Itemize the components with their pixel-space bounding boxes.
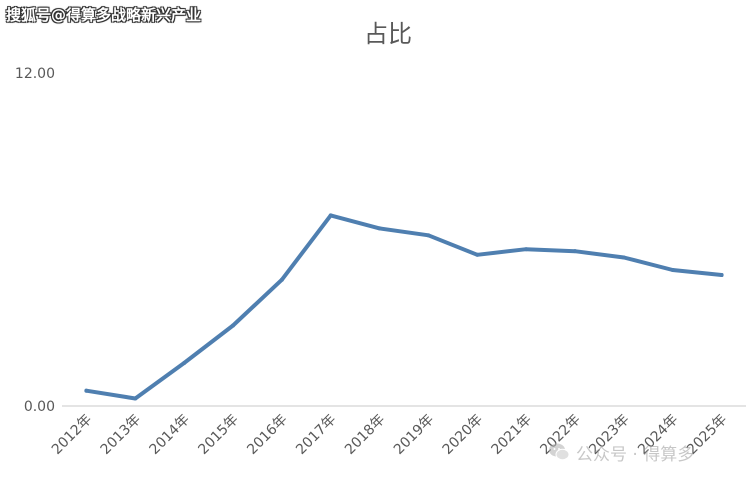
data-point (84, 388, 89, 393)
chart-title: 占比 (364, 20, 412, 48)
data-point (133, 396, 138, 401)
data-point (573, 249, 577, 254)
x-tick-label: 2016年 (244, 412, 290, 458)
data-point (377, 226, 382, 231)
data-point (231, 323, 235, 328)
wechat-logo-icon (548, 441, 570, 463)
y-tick-labels: 0.00 12.00 (15, 66, 55, 415)
watermark-bottom-text: 公众号 · 得算多 (576, 444, 695, 465)
data-point (328, 213, 333, 218)
data-point (475, 252, 480, 257)
x-tick-label: 2018年 (342, 412, 388, 458)
data-point (621, 255, 626, 260)
y-tick-label: 0.00 (24, 399, 55, 415)
x-tick-label: 2017年 (293, 412, 339, 458)
x-tick-label: 2014年 (147, 412, 193, 458)
y-tick-label: 12.00 (15, 66, 55, 82)
data-point (524, 247, 529, 252)
series-line (84, 213, 724, 401)
series (84, 213, 724, 401)
data-point (182, 360, 187, 365)
x-tick-label: 2013年 (98, 412, 144, 458)
data-point (426, 233, 431, 238)
x-tick-label: 2021年 (489, 412, 535, 458)
x-tick-label: 2019年 (391, 412, 437, 458)
x-tick-label: 2012年 (49, 412, 95, 458)
data-point (670, 268, 675, 273)
watermark-bottom: 公众号 · 得算多 (548, 438, 694, 466)
watermark-top: 搜狐号@得算多战略新兴产业 (6, 6, 202, 24)
data-point (279, 277, 284, 282)
data-point (719, 273, 724, 278)
x-tick-label: 2015年 (195, 412, 241, 458)
x-tick-label: 2020年 (440, 412, 486, 458)
